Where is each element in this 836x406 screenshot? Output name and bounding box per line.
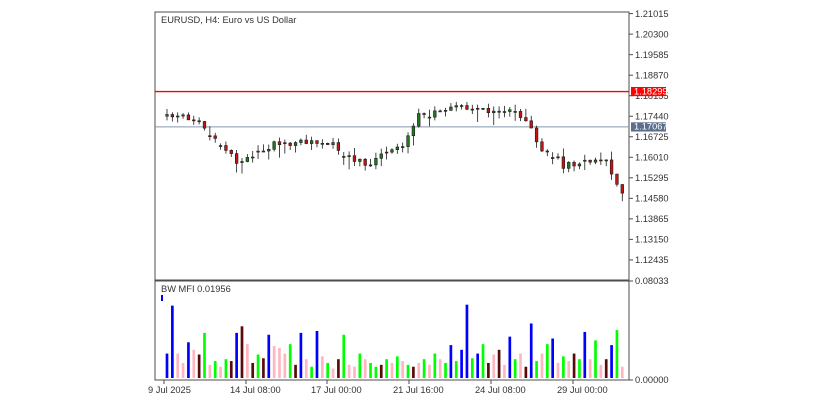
svg-text:1.17440: 1.17440 xyxy=(635,111,669,121)
svg-text:21 Jul 16:00: 21 Jul 16:00 xyxy=(393,385,444,395)
svg-text:1.14580: 1.14580 xyxy=(635,194,669,204)
svg-text:1.13150: 1.13150 xyxy=(635,235,669,245)
svg-text:1.12435: 1.12435 xyxy=(635,255,669,265)
svg-text:1.20300: 1.20300 xyxy=(635,29,669,39)
svg-text:BW MFI 0.01956: BW MFI 0.01956 xyxy=(161,284,231,294)
svg-text:1.19585: 1.19585 xyxy=(635,50,669,60)
svg-text:1.16010: 1.16010 xyxy=(635,152,669,162)
svg-text:1.21015: 1.21015 xyxy=(635,9,669,19)
svg-text:29 Jul 00:00: 29 Jul 00:00 xyxy=(557,385,608,395)
svg-text:9 Jul 2025: 9 Jul 2025 xyxy=(148,385,191,395)
svg-text:1.18299: 1.18299 xyxy=(634,86,668,96)
svg-text:24 Jul 08:00: 24 Jul 08:00 xyxy=(475,385,526,395)
svg-text:1.17067: 1.17067 xyxy=(634,122,668,132)
svg-text:1.16725: 1.16725 xyxy=(635,132,669,142)
svg-text:EURUSD, H4: Euro vs US Dollar: EURUSD, H4: Euro vs US Dollar xyxy=(161,15,296,25)
svg-text:14 Jul 08:00: 14 Jul 08:00 xyxy=(230,385,281,395)
svg-text:17 Jul 00:00: 17 Jul 00:00 xyxy=(311,385,362,395)
svg-text:1.13865: 1.13865 xyxy=(635,214,669,224)
svg-text:1.18870: 1.18870 xyxy=(635,70,669,80)
svg-text:0.08033: 0.08033 xyxy=(635,276,669,286)
svg-text:1.15295: 1.15295 xyxy=(635,173,669,183)
svg-text:0.00000: 0.00000 xyxy=(635,375,669,385)
